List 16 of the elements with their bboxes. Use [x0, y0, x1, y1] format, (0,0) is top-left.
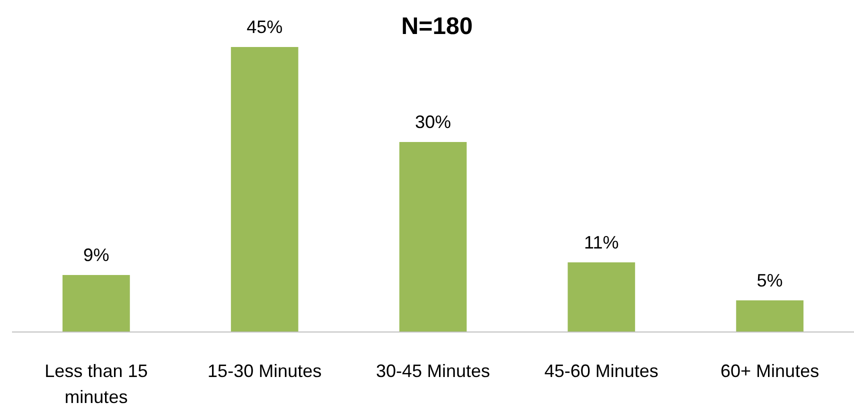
- data-label: 45%: [246, 17, 283, 37]
- data-label: 11%: [584, 232, 619, 252]
- data-label: 5%: [756, 270, 783, 290]
- bar: [399, 142, 467, 332]
- bar: [62, 275, 130, 332]
- x-tick-label: 60+ Minutes: [720, 361, 820, 381]
- x-tick-label: 45-60 Minutes: [544, 361, 658, 381]
- bar: [736, 300, 804, 332]
- bar: [230, 47, 298, 332]
- x-tick-label: Less than 15 minutes: [44, 361, 148, 407]
- data-label: 30%: [414, 112, 452, 132]
- data-label: 9%: [83, 245, 110, 265]
- chart-title: N=180: [401, 13, 473, 40]
- x-tick-label: 30-45 Minutes: [376, 361, 490, 381]
- x-tick-label: 15-30 Minutes: [208, 361, 322, 381]
- bar: [568, 262, 636, 332]
